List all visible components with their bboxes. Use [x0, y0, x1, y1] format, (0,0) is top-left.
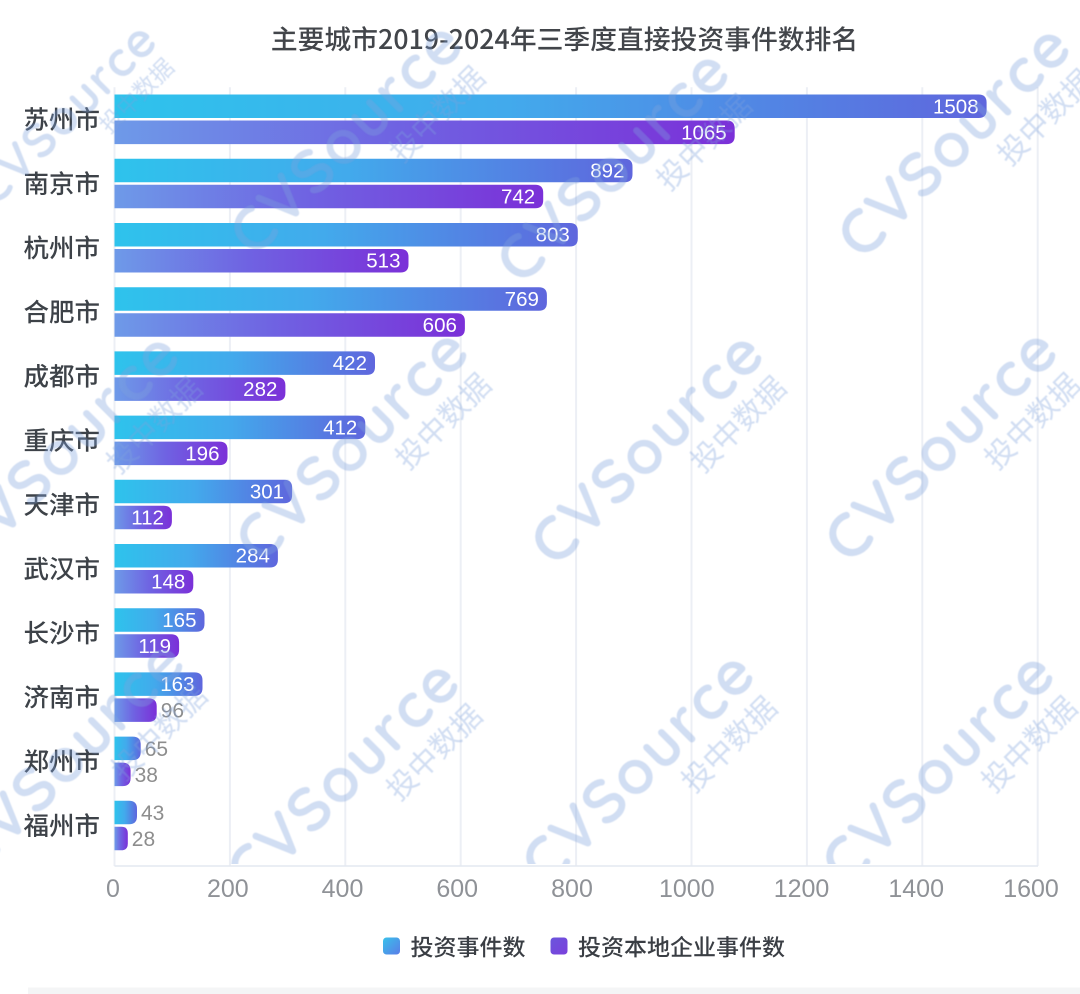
svg-text:282: 282	[243, 378, 277, 401]
svg-text:148: 148	[151, 571, 185, 594]
svg-text:800: 800	[551, 875, 593, 903]
svg-text:1600: 1600	[1003, 875, 1059, 903]
svg-text:400: 400	[322, 875, 364, 903]
svg-text:112: 112	[131, 507, 164, 530]
svg-text:200: 200	[207, 875, 249, 903]
svg-text:742: 742	[501, 186, 535, 209]
svg-text:28: 28	[132, 828, 155, 851]
svg-text:412: 412	[323, 416, 357, 439]
svg-text:1508: 1508	[933, 95, 979, 118]
svg-text:38: 38	[135, 764, 158, 787]
svg-text:0: 0	[106, 875, 120, 903]
svg-text:600: 600	[436, 875, 478, 903]
svg-text:1400: 1400	[888, 875, 944, 903]
svg-text:769: 769	[505, 288, 539, 311]
svg-text:422: 422	[333, 352, 367, 375]
svg-text:43: 43	[141, 802, 164, 825]
svg-text:1000: 1000	[659, 875, 715, 903]
svg-text:196: 196	[185, 442, 219, 465]
svg-text:301: 301	[250, 481, 284, 504]
svg-text:165: 165	[162, 609, 196, 632]
svg-text:1200: 1200	[774, 875, 830, 903]
svg-text:606: 606	[423, 314, 457, 337]
svg-text:513: 513	[366, 250, 400, 273]
